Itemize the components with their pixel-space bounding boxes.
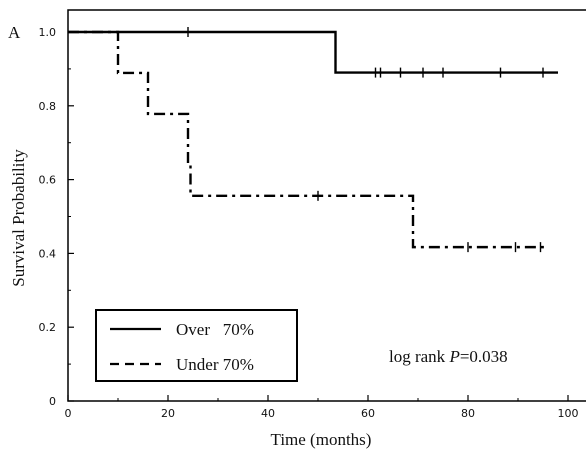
legend-box xyxy=(95,309,298,382)
panel-label: A xyxy=(8,23,21,42)
x-tick-label-20: 20 xyxy=(161,407,175,420)
legend: Over 70% Under 70% xyxy=(95,309,298,382)
x-axis-title: Time (months) xyxy=(271,430,372,449)
y-tick-label-5: 1.0 xyxy=(39,26,57,39)
series-line-0 xyxy=(68,30,558,74)
x-tick-label-100: 100 xyxy=(558,407,579,420)
plot-frame xyxy=(67,9,586,402)
legend-label-under-70: Under 70% xyxy=(176,355,254,374)
y-tick-label-2: 0.4 xyxy=(39,247,57,260)
x-tick-label-0: 0 xyxy=(65,407,72,420)
y-axis-title: Survival Probability xyxy=(9,149,28,287)
log-rank-p-value: =0.038 xyxy=(460,347,508,366)
y-tick-label-3: 0.6 xyxy=(39,174,57,187)
plot-area: 0 20 40 60 80 100 0 0.2 0.4 0.6 0.8 1.0 xyxy=(39,9,586,420)
x-tick-label-40: 40 xyxy=(261,407,275,420)
x-tick-label-80: 80 xyxy=(461,407,475,420)
series-line-1 xyxy=(68,30,548,249)
y-tick-label-0: 0 xyxy=(49,395,56,408)
log-rank-prefix: log rank xyxy=(389,347,449,366)
y-tick-label-4: 0.8 xyxy=(39,100,57,113)
log-rank-annotation: log rank P=0.038 xyxy=(389,347,508,366)
x-tick-label-60: 60 xyxy=(361,407,375,420)
y-tick-label-1: 0.2 xyxy=(39,321,57,334)
legend-label-over-70: Over 70% xyxy=(176,320,254,339)
log-rank-p-symbol: P xyxy=(448,347,459,366)
